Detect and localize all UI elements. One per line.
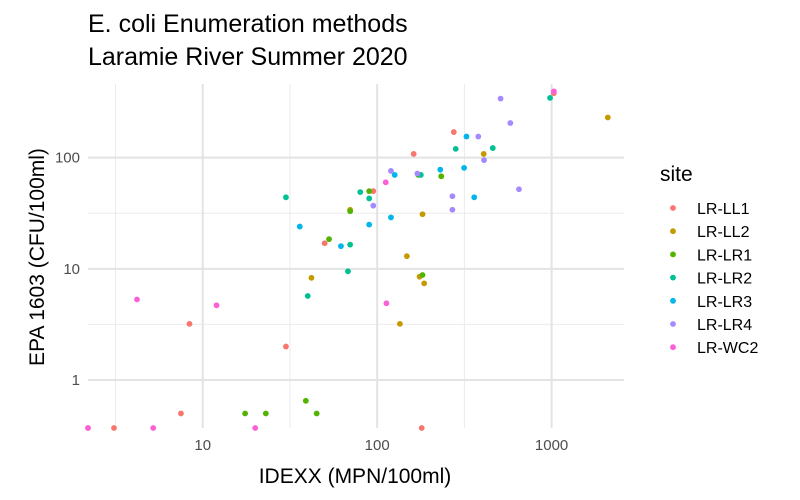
legend-key — [670, 274, 676, 281]
data-point — [370, 188, 377, 195]
chart-title-line-1: E. coli Enumeration methods — [88, 10, 408, 38]
data-point — [366, 195, 373, 202]
data-point — [604, 114, 611, 121]
data-point — [414, 170, 421, 177]
data-point — [186, 320, 193, 327]
data-point — [516, 186, 522, 193]
y-tick-label: 1 — [72, 372, 80, 389]
data-point — [497, 95, 504, 102]
y-tick-label: 10 — [63, 261, 80, 278]
data-point — [550, 88, 557, 95]
data-point — [370, 202, 377, 209]
y-axis-title: EPA 1603 (CFU/100ml) — [26, 148, 49, 366]
data-point — [388, 214, 394, 221]
legend-label: LR-WC2 — [697, 340, 758, 357]
data-point — [452, 145, 459, 152]
legend-label: LR-LL1 — [697, 201, 750, 218]
data-point — [357, 189, 364, 196]
data-point — [383, 300, 390, 307]
data-point — [489, 145, 496, 151]
data-point — [450, 129, 457, 135]
x-tick-label: 1000 — [535, 437, 568, 454]
data-point — [262, 410, 269, 417]
chart-title-line-2: Laramie River Summer 2020 — [88, 43, 408, 71]
data-point — [388, 168, 394, 174]
data-point — [85, 425, 91, 431]
data-point — [134, 296, 140, 303]
y-tick-label: 100 — [55, 150, 80, 167]
data-point — [410, 151, 417, 157]
data-point — [252, 425, 259, 431]
legend-label: LR-LR1 — [697, 247, 752, 264]
data-points — [85, 88, 611, 431]
data-point — [366, 188, 373, 195]
grid-minor-lines — [88, 84, 624, 428]
x-tick-label: 10 — [194, 437, 211, 454]
data-point — [461, 164, 467, 171]
data-point — [438, 173, 445, 180]
data-point — [213, 302, 220, 309]
data-point — [242, 410, 249, 417]
data-point — [321, 240, 328, 247]
data-point — [507, 120, 514, 126]
data-point — [366, 221, 373, 228]
data-point — [347, 241, 354, 248]
legend-label: LR-LR2 — [697, 271, 752, 288]
data-point — [547, 94, 553, 101]
data-point — [475, 133, 482, 140]
x-axis-title: IDEXX (MPN/100ml) — [259, 465, 452, 488]
data-point — [326, 236, 332, 243]
data-point — [391, 171, 398, 178]
data-point — [480, 151, 487, 157]
data-point — [308, 274, 315, 281]
legend-key — [670, 251, 676, 258]
data-point — [471, 194, 478, 201]
y-axis-tick-labels: 1 10 100 — [55, 150, 80, 389]
data-point — [302, 397, 309, 404]
legend-key — [670, 321, 676, 327]
data-point — [338, 243, 344, 250]
legend-key — [670, 297, 676, 304]
legend-label: LR-LR4 — [697, 317, 752, 334]
data-point — [283, 343, 289, 350]
data-point — [296, 223, 303, 230]
data-point — [313, 410, 320, 417]
data-point — [481, 157, 487, 164]
data-point — [150, 425, 157, 431]
data-point — [437, 166, 444, 173]
data-point — [283, 194, 289, 201]
data-point — [403, 253, 410, 260]
chart-title: E. coli Enumeration methods Laramie Rive… — [88, 8, 408, 74]
data-point — [178, 410, 184, 417]
data-point — [382, 179, 389, 186]
legend-label: LR-LL2 — [697, 224, 750, 241]
data-point — [345, 268, 351, 275]
x-tick-label: 100 — [365, 437, 390, 454]
data-point — [396, 320, 403, 327]
legend-key — [670, 228, 676, 235]
data-point — [449, 206, 456, 213]
data-point — [111, 425, 117, 431]
legend-title: site — [660, 163, 693, 186]
data-point — [463, 133, 470, 140]
legend-label: LR-LR3 — [697, 294, 752, 311]
data-point — [419, 272, 426, 278]
x-axis-tick-labels: 10 100 1000 — [194, 437, 568, 454]
data-point — [419, 211, 426, 218]
legend-key — [670, 344, 676, 351]
data-point — [421, 280, 428, 287]
legend-key — [670, 205, 676, 211]
legend: LR-LL1 LR-LL2 LR-LR1 LR-LR2 LR-LR3 LR-LR4 LR-W… — [670, 201, 758, 357]
data-point — [449, 193, 456, 200]
grid-major-lines — [88, 84, 624, 428]
data-point — [347, 208, 354, 215]
data-point — [304, 293, 311, 299]
data-point — [418, 425, 425, 431]
